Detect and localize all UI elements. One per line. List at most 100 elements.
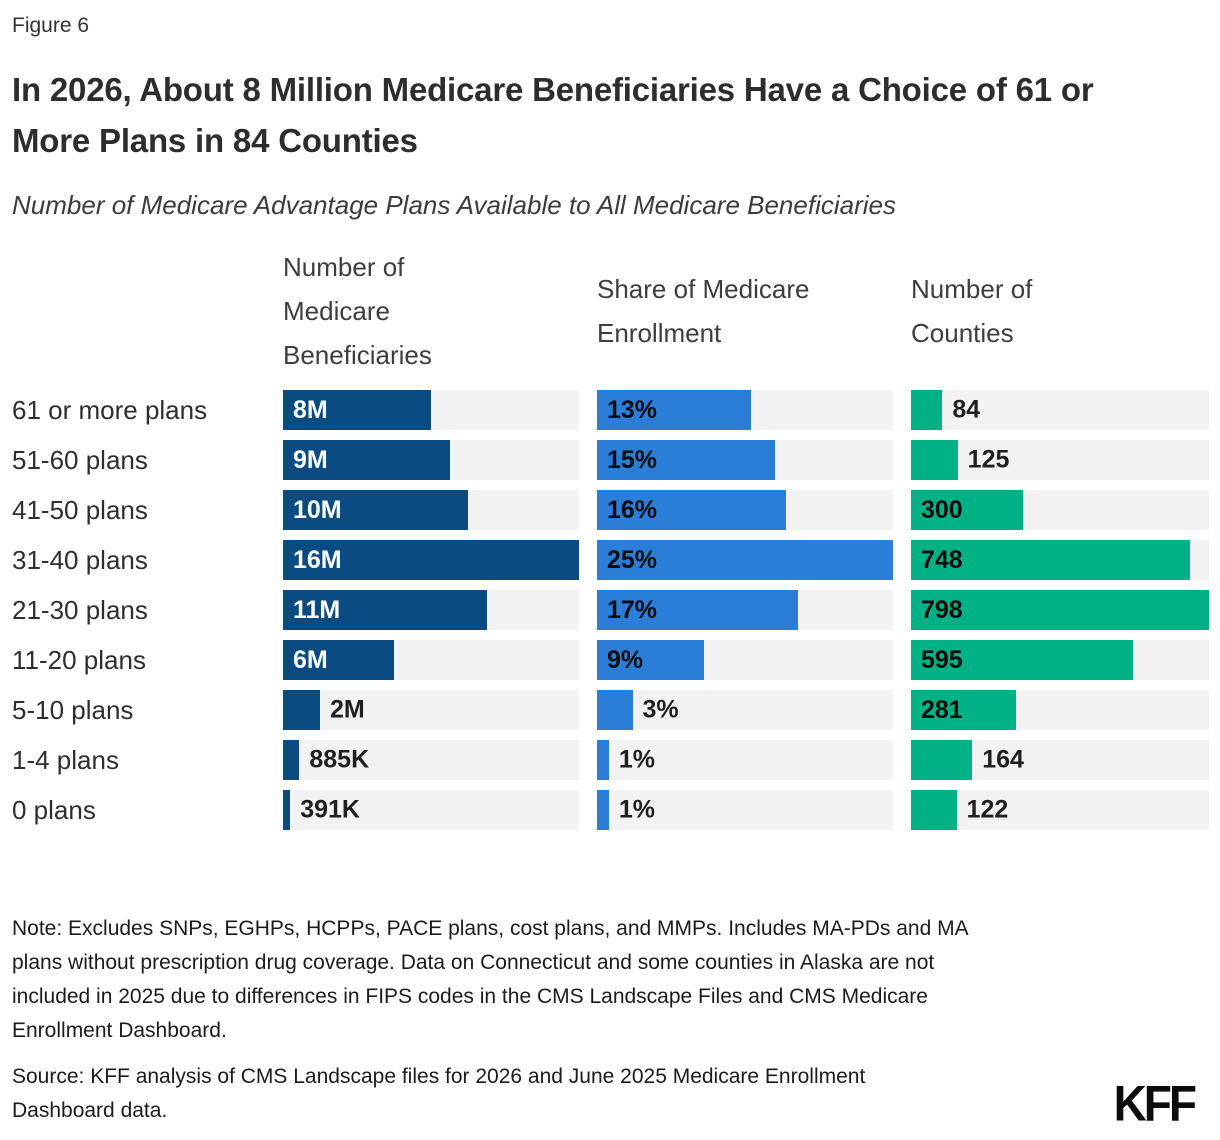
bar-value-label: 125 (967, 445, 1010, 474)
bar-value-label: 25% (607, 545, 658, 574)
category-label: 51-60 plans (12, 444, 148, 475)
bar-2 (911, 790, 957, 830)
bar-track-1: 17% (597, 590, 893, 630)
bar-1: 16% (597, 490, 787, 530)
category-label: 31-40 plans (12, 544, 148, 575)
bar-value-label: 2M (330, 695, 365, 724)
bar-value-label: 10M (293, 495, 342, 524)
bar-value-label: 164 (982, 745, 1024, 774)
bar-1 (597, 740, 609, 780)
bar-track-1: 1% (597, 740, 893, 780)
bar-value-label: 1% (618, 745, 655, 774)
bar-1: 17% (597, 590, 799, 630)
bar-track-1: 25% (597, 540, 893, 580)
bar-value-label: 6M (293, 645, 328, 674)
bar-track-0: 16M (283, 540, 579, 580)
bar-track-0: 6M (283, 640, 579, 680)
bar-track-0: 391K (283, 790, 579, 830)
column-header-beneficiaries: Number of Medicare Beneficiaries (283, 252, 432, 370)
bar-0: 9M (283, 440, 450, 480)
bar-2 (911, 440, 958, 480)
bar-track-1: 13% (597, 390, 893, 430)
bar-2: 281 (911, 690, 1016, 730)
source-text: Source: KFF analysis of CMS Landscape fi… (12, 1065, 866, 1122)
bar-value-label: 17% (607, 595, 658, 624)
note-text: Note: Excludes SNPs, EGHPs, HCPPs, PACE … (12, 917, 968, 1042)
bar-0: 11M (283, 590, 487, 630)
bar-0: 6M (283, 640, 394, 680)
bar-2: 798 (911, 590, 1209, 630)
bar-value-label: 595 (921, 645, 963, 674)
bar-2 (911, 740, 973, 780)
bar-value-label: 11M (293, 595, 341, 624)
bar-track-1: 3% (597, 690, 893, 730)
column-headers: Number of Medicare Beneficiaries Share o… (12, 245, 1208, 377)
bar-value-label: 84 (952, 395, 981, 424)
column-header-counties: Number of Counties (911, 274, 1033, 348)
bar-track-0: 10M (283, 490, 579, 530)
bar-0 (283, 790, 291, 830)
bar-value-label: 16M (293, 545, 342, 574)
category-label: 5-10 plans (12, 694, 134, 725)
bar-value-label: 9M (293, 445, 328, 474)
bar-track-0: 8M (283, 390, 579, 430)
bar-value-label: 8M (293, 395, 328, 424)
bar-1: 25% (597, 540, 893, 580)
bar-track-2: 281 (911, 690, 1209, 730)
bar-track-0: 885K (283, 740, 579, 780)
bar-track-0: 11M (283, 590, 579, 630)
bar-0 (283, 690, 320, 730)
bar-track-0: 9M (283, 440, 579, 480)
bar-value-label: 281 (921, 695, 963, 724)
column-header-enrollment: Share of Medicare Enrollment (597, 274, 810, 348)
bar-track-1: 15% (597, 440, 893, 480)
bar-value-label: 885K (309, 745, 370, 774)
category-label: 1-4 plans (12, 744, 119, 775)
ma-plans-chart: Number of Medicare Beneficiaries Share o… (12, 245, 1209, 830)
figure-label: Figure 6 (12, 14, 90, 37)
bar-track-2: 84 (911, 390, 1209, 430)
bar-0 (283, 740, 300, 780)
bar-1: 15% (597, 440, 775, 480)
category-label: 61 or more plans (12, 394, 208, 425)
bar-2 (911, 390, 943, 430)
bar-0: 8M (283, 390, 431, 430)
bar-track-1: 16% (597, 490, 893, 530)
chart-title: In 2026, About 8 Million Medicare Benefi… (12, 71, 1094, 159)
bar-2: 595 (911, 640, 1134, 680)
bar-value-label: 15% (607, 445, 658, 474)
bar-track-2: 300 (911, 490, 1209, 530)
bar-value-label: 391K (300, 795, 360, 824)
bar-track-1: 9% (597, 640, 893, 680)
bar-track-2: 798 (911, 590, 1209, 630)
bar-track-2: 748 (911, 540, 1209, 580)
chart-subtitle: Number of Medicare Advantage Plans Avail… (12, 190, 896, 220)
bar-value-label: 3% (642, 695, 679, 724)
bar-1 (597, 690, 633, 730)
bar-track-2: 122 (911, 790, 1209, 830)
bar-track-2: 125 (911, 440, 1209, 480)
category-label: 21-30 plans (12, 594, 148, 625)
bar-value-label: 748 (921, 545, 963, 574)
bar-0: 10M (283, 490, 468, 530)
bar-track-1: 1% (597, 790, 893, 830)
bar-2: 300 (911, 490, 1024, 530)
bar-value-label: 798 (921, 595, 963, 624)
bar-value-label: 1% (618, 795, 655, 824)
kff-logo: KFF (1113, 1074, 1197, 1132)
bar-value-label: 122 (966, 795, 1009, 824)
chart-rows: 61 or more plans 8M 13% 84 51-60 plans 9M 15% 1… (12, 390, 1209, 830)
category-label: 41-50 plans (12, 494, 148, 525)
category-label: 0 plans (12, 794, 96, 825)
bar-value-label: 16% (607, 495, 658, 524)
bar-2: 748 (911, 540, 1191, 580)
category-label: 11-20 plans (12, 644, 146, 675)
bar-track-0: 2M (283, 690, 579, 730)
bar-0: 16M (283, 540, 579, 580)
bar-track-2: 595 (911, 640, 1209, 680)
bar-value-label: 9% (607, 645, 644, 674)
bar-track-2: 164 (911, 740, 1209, 780)
bar-value-label: 13% (607, 395, 658, 424)
bar-1 (597, 790, 609, 830)
